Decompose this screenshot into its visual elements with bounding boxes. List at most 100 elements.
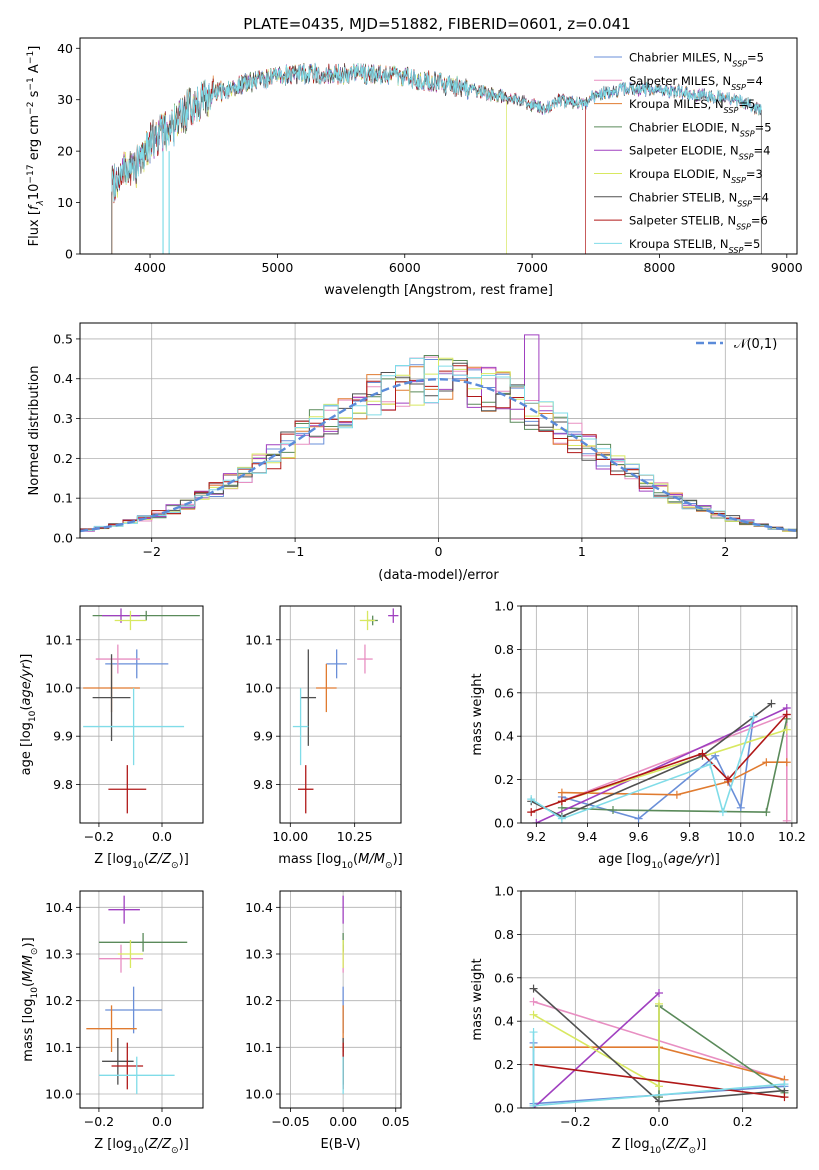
- label-part: SSP: [724, 106, 739, 115]
- label-part: mass weight: [470, 958, 485, 1040]
- weight-marker: [557, 788, 566, 797]
- y-tick-label: 0.5: [53, 331, 73, 346]
- label-part: =5: [747, 51, 764, 65]
- axes-frame: [279, 605, 402, 824]
- label-part: M/M: [21, 955, 36, 982]
- label-part: )]: [179, 852, 189, 867]
- weight-marker: [672, 790, 681, 799]
- y-tick-label: 0.0: [494, 1101, 514, 1116]
- plot-area: [292, 608, 399, 814]
- x-tick-label: −0.2: [560, 1114, 590, 1129]
- weight-marker: [527, 795, 536, 804]
- label-part: Z [log: [612, 1137, 650, 1152]
- y-axis-label: Normed distribution: [27, 366, 42, 496]
- x-tick-label: 10.00: [272, 829, 308, 844]
- y-tick-label: 0.0: [53, 531, 73, 546]
- y-axis-label: Flux [fλ10−17 erg cm−2 s−1 A−1]: [26, 46, 46, 247]
- label-part: −1: [26, 51, 36, 64]
- label-part: mass weight: [470, 673, 485, 755]
- label-part: erg cm: [27, 115, 42, 164]
- label-part: Z [log: [94, 852, 132, 867]
- x-axis-label: Z [log10(Z/Z⊙)]: [94, 1137, 189, 1156]
- x-axis-label: Z [log10(Z/Z⊙)]: [94, 852, 189, 871]
- label-part: ⊙: [171, 861, 179, 871]
- label-part: Chabrier ELODIE, N: [629, 120, 740, 134]
- legend-label-salpeter-stelib: Salpeter STELIB, NSSP=6: [629, 214, 768, 232]
- label-part: SSP: [732, 59, 747, 68]
- errorbar-kroupa-elodie: [359, 610, 376, 631]
- y-tick-label: 1.0: [494, 884, 514, 899]
- legend-label-salpeter-elodie: Salpeter ELODIE, NSSP=4: [629, 144, 770, 162]
- label-part: wavelength [Angstrom, rest frame]: [324, 283, 553, 298]
- x-tick-label: 4000: [134, 260, 166, 275]
- label-part: )]: [21, 937, 36, 947]
- label-part: age/yr: [19, 662, 34, 705]
- label-part: (: [144, 1137, 149, 1152]
- plot-area: [80, 334, 797, 538]
- y-tick-label: 0.1: [53, 491, 73, 506]
- y-tick-label: 1.0: [494, 599, 514, 614]
- x-tick-label: 9.6: [629, 829, 649, 844]
- y-tick-label: 10.4: [245, 900, 273, 915]
- label-part: ]: [27, 46, 42, 51]
- x-tick-label: −2: [142, 544, 160, 559]
- plot-area: [527, 699, 791, 823]
- series-kroupa-stelib: [527, 712, 758, 823]
- plot-area: [111, 62, 762, 254]
- weight-marker: [718, 808, 727, 817]
- label-part: ⊙: [689, 1146, 697, 1156]
- y-tick-label: 10.3: [245, 947, 273, 962]
- label-part: Flux [: [27, 210, 42, 246]
- weight-marker: [557, 814, 566, 823]
- y-tick-label: 0.0: [494, 816, 514, 831]
- y-tick-label: 0.4: [494, 729, 514, 744]
- y-tick-label: 0.8: [494, 927, 514, 942]
- errorbar-salpeter-miles: [95, 644, 140, 674]
- label-part: SSP: [737, 199, 752, 208]
- label-part: =5: [738, 97, 755, 111]
- x-tick-label: 9.8: [680, 829, 700, 844]
- x-tick-label: 9.2: [526, 829, 546, 844]
- y-tick-label: 10.1: [45, 632, 73, 647]
- label-part: 10: [28, 710, 38, 722]
- weight-marker: [762, 808, 771, 817]
- y-tick-label: 40: [57, 41, 73, 56]
- x-axis-label: E(B-V): [320, 1137, 360, 1152]
- errorbar-chabrier-stelib: [300, 649, 317, 746]
- y-tick-label: 10.1: [245, 632, 273, 647]
- label-part: Chabrier STELIB, N: [629, 190, 737, 204]
- errorbar-chabrier-miles: [105, 649, 169, 679]
- label-part: SSP: [731, 82, 746, 91]
- errorbar-salpeter-stelib: [111, 1042, 144, 1090]
- weight-marker: [698, 749, 707, 758]
- errorbar-chabrier-elodie: [98, 933, 188, 952]
- weight-marker: [736, 803, 745, 812]
- label-part: SSP: [739, 152, 754, 161]
- label-part: Kroupa ELODIE, N: [629, 167, 731, 181]
- errorbar-salpeter-elodie: [108, 895, 140, 924]
- weight-marker: [782, 758, 791, 767]
- y-tick-label: 0.2: [53, 451, 73, 466]
- label-part: (: [663, 852, 668, 867]
- series-kroupa-stelib: [529, 1028, 789, 1108]
- mass-vs-metallicity-panel: −0.2 0.010.010.110.210.310.4Z [log10(Z/Z⊙…: [21, 890, 204, 1156]
- label-part: M/M: [358, 852, 385, 867]
- errorbar-salpeter-miles: [98, 944, 144, 973]
- y-tick-label: 10.0: [45, 680, 73, 695]
- label-part: Salpeter ELODIE, N: [629, 144, 739, 158]
- label-part: 10: [132, 1146, 144, 1156]
- x-axis-label: Z [log10(Z/Z⊙)]: [612, 1137, 707, 1156]
- x-tick-label: 0.2: [733, 1114, 753, 1129]
- y-tick-label: 10.4: [45, 900, 73, 915]
- axes-frame: [79, 890, 204, 1109]
- errorbar-chabrier-miles: [105, 986, 162, 1034]
- weight-marker: [529, 1028, 538, 1037]
- x-axis-label: age [log10(age/yr)]: [598, 852, 720, 871]
- label-part: Z/Z: [148, 852, 172, 867]
- y-tick-label: 10: [57, 195, 73, 210]
- label-part: −1: [26, 77, 36, 90]
- label-part: (: [144, 852, 149, 867]
- legend-label-kroupa-stelib: Kroupa STELIB, NSSP=5: [629, 237, 760, 255]
- label-part: (: [661, 1137, 666, 1152]
